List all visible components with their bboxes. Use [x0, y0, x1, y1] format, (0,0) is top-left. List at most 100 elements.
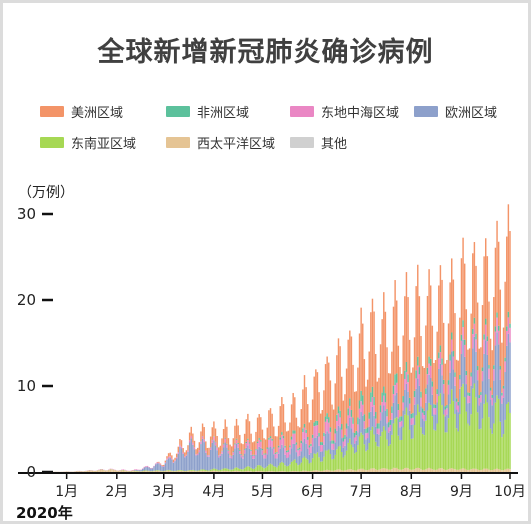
bar-segment [169, 456, 171, 458]
bar-segment [175, 453, 178, 458]
bar-segment [206, 471, 209, 472]
bar-segment [493, 423, 495, 470]
bar-segment [332, 470, 335, 472]
bar-segment [497, 325, 500, 331]
bar-segment [387, 469, 390, 472]
bar-segment [434, 404, 437, 409]
bar-segment [462, 237, 464, 321]
bar-segment [447, 384, 450, 395]
bar-segment [451, 339, 453, 352]
x-tick-label: 5月 [251, 484, 274, 500]
bar-segment [216, 469, 218, 472]
bar-segment [282, 471, 285, 472]
bar-segment [159, 463, 162, 465]
bar-segment [216, 471, 218, 472]
bar-segment [221, 450, 223, 452]
bar-segment [106, 470, 108, 472]
bar-segment [360, 401, 362, 413]
bar-segment [489, 399, 492, 429]
bar-segment [455, 409, 458, 429]
bar-segment [252, 455, 254, 459]
bar-segment [201, 438, 204, 470]
bar-segment [297, 465, 299, 472]
bar-segment [429, 285, 432, 359]
bar-segment [122, 470, 125, 471]
bar-segment [397, 345, 400, 404]
bar-segment [274, 466, 277, 472]
bar-segment [373, 405, 375, 416]
bar-segment [258, 471, 260, 472]
bar-segment [480, 392, 482, 396]
bar-segment [315, 425, 317, 438]
bar-segment [438, 352, 440, 359]
bar-segment [400, 373, 403, 417]
bar-segment [318, 457, 320, 471]
bar-segment [421, 433, 424, 470]
bar-segment [457, 401, 459, 406]
bar-segment [488, 301, 490, 366]
bar-segment [276, 467, 278, 472]
bar-segment [353, 437, 356, 444]
bar-segment [342, 457, 345, 471]
bar-segment [504, 357, 506, 362]
bar-segment [387, 373, 390, 423]
bar-segment [386, 347, 388, 409]
bar-segment [421, 408, 424, 413]
bar-segment [209, 449, 212, 470]
bar-segment [475, 265, 477, 334]
bar-segment [258, 414, 260, 439]
bar-segment [370, 312, 372, 393]
bar-segment [462, 383, 464, 469]
bar-segment [384, 430, 387, 469]
bar-segment [211, 469, 213, 471]
bar-segment [300, 443, 302, 452]
bar-segment [323, 390, 325, 433]
bar-segment [177, 470, 180, 471]
bar-segment [190, 470, 192, 472]
bar-segment [363, 421, 366, 429]
bar-segment [379, 420, 382, 437]
bar-segment [180, 470, 183, 471]
bar-segment [182, 471, 184, 472]
bar-segment [287, 457, 290, 466]
bar-segment [310, 446, 312, 453]
bar-segment [397, 403, 400, 411]
bar-segment [266, 427, 269, 448]
bar-segment [489, 390, 492, 400]
bar-segment [237, 444, 239, 448]
bar-segment [336, 469, 338, 472]
bar-segment [483, 468, 485, 472]
bar-segment [324, 450, 327, 471]
bar-segment [355, 391, 358, 431]
bar-segment [447, 418, 450, 470]
bar-segment [449, 468, 451, 472]
bar-segment [214, 442, 217, 446]
bar-segment [146, 466, 149, 471]
bar-segment [405, 272, 408, 362]
bar-segment [221, 438, 223, 451]
bar-segment [185, 450, 188, 455]
bar-segment [454, 313, 456, 373]
bar-segment [124, 469, 126, 471]
bar-segment [465, 469, 468, 472]
bar-segment [305, 429, 307, 433]
bar-segment [247, 413, 249, 439]
bar-segment [230, 471, 233, 472]
bar-segment [264, 467, 267, 472]
bar-segment [423, 421, 425, 436]
bar-segment [277, 465, 280, 472]
bar-segment [245, 419, 247, 442]
bar-segment [227, 469, 230, 472]
bar-segment [318, 470, 320, 472]
bar-segment [273, 448, 275, 455]
bar-segment [319, 470, 322, 472]
bar-segment [379, 412, 382, 421]
year-label: 2020年 [16, 504, 73, 522]
bar-segment [232, 451, 235, 453]
bar-segment [185, 454, 188, 456]
bar-segment [473, 468, 476, 472]
bar-segment [112, 470, 115, 472]
bar-segment [184, 471, 186, 472]
bar-segment [85, 471, 87, 472]
bar-segment [420, 336, 422, 392]
